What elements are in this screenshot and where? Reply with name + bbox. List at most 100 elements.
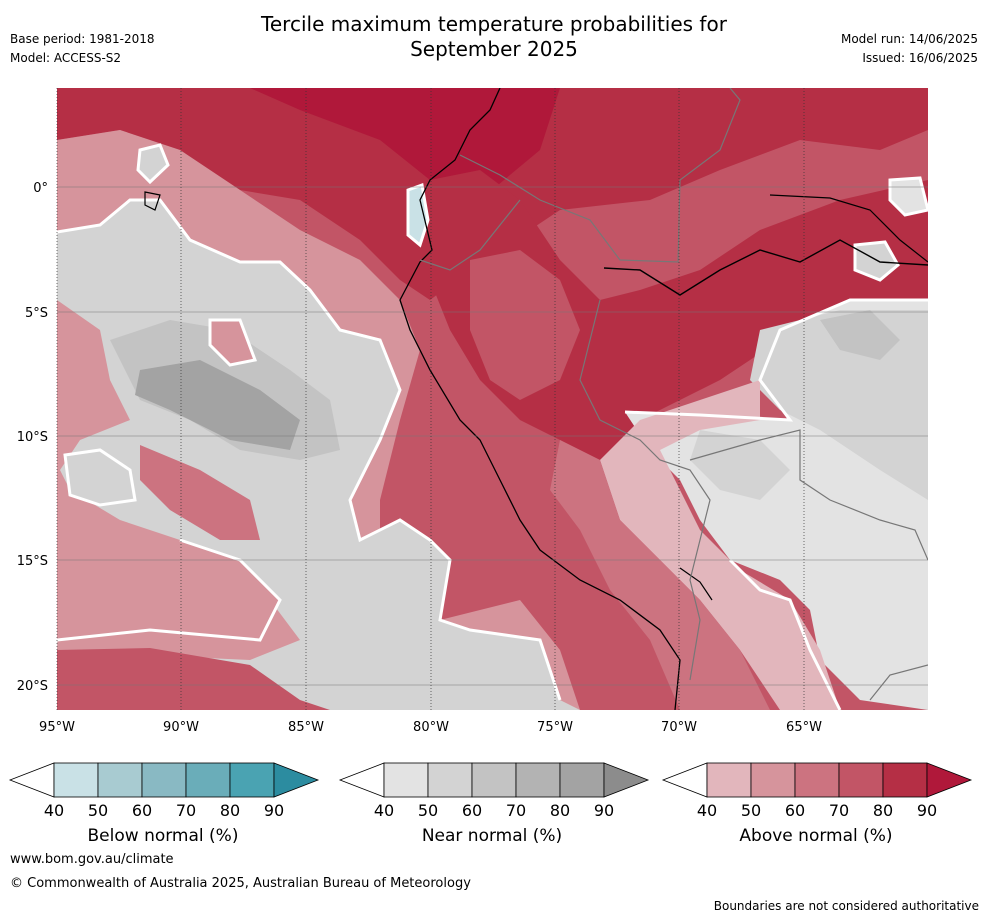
lake-titicaca [679, 567, 713, 601]
border-brazil-bolivia [689, 429, 928, 561]
colorbar-tick-label: 50 [741, 801, 761, 820]
colorbar-segment [229, 762, 275, 798]
colorbar-tick-label: 90 [917, 801, 937, 820]
colorbar-segment [794, 762, 840, 798]
lon-label: 70°W [661, 720, 697, 735]
map-field [57, 88, 928, 710]
colorbar-tick-label: 50 [418, 801, 438, 820]
colorbar-tick-label: 60 [132, 801, 152, 820]
axis-labels: 0° 5°S 10°S 15°S 20°S 95°W 90°W 85°W 80°W 75°W 70°… [17, 181, 822, 735]
lat-label: 0° [33, 181, 48, 196]
colorbar-segment [141, 762, 187, 798]
threshold-outline-southwest [57, 538, 282, 642]
lat-label: 5°S [25, 306, 48, 321]
colorbar-tick-label: 70 [176, 801, 196, 820]
colorbar-tick-label: 60 [785, 801, 805, 820]
colorbar-upper-extend [926, 762, 973, 798]
colorbar-segment [838, 762, 884, 798]
colorbar-tick-label: 80 [873, 801, 893, 820]
border-ecuador [419, 199, 521, 271]
colorbar-lower-extend [8, 762, 55, 798]
below-normal-coast [406, 182, 430, 248]
run-info: Model run: 14/06/2025 Issued: 16/06/2025 [841, 30, 978, 68]
lat-label: 15°S [17, 554, 48, 569]
colorbar-segment [427, 762, 473, 798]
colorbar-segment [471, 762, 517, 798]
amazon-river [603, 239, 928, 296]
colorbar-tick-label: 50 [88, 801, 108, 820]
colorbar-tick-label: 40 [44, 801, 64, 820]
above-50-island [208, 318, 258, 367]
lon-label: 80°W [413, 720, 449, 735]
model-run: Model run: 14/06/2025 [840, 32, 978, 46]
lon-label: 75°W [537, 720, 573, 735]
colorbar-segment [383, 762, 429, 798]
negro-river [769, 194, 928, 263]
map-title: Tercile maximum temperature probabilitie… [0, 12, 988, 62]
website-link[interactable]: www.bom.gov.au/climate [10, 852, 174, 867]
below-normal-label: Below normal (%) [87, 826, 239, 846]
colorbar-lower-extend [338, 762, 385, 798]
above-70-andes-patch [470, 250, 580, 400]
near-60-east [750, 310, 928, 500]
colorbar-tick-label: 70 [506, 801, 526, 820]
colorbar-tick-label: 80 [550, 801, 570, 820]
colorbar-segment [97, 762, 143, 798]
near-normal-island [63, 448, 137, 507]
colorbar-upper-extend [273, 762, 320, 798]
lon-label: 85°W [288, 720, 324, 735]
threshold-outline-east [624, 298, 928, 422]
colorbar-segment [53, 762, 99, 798]
border-paraguay [869, 664, 928, 701]
lon-label: 90°W [163, 720, 199, 735]
colorbar-tick-label: 90 [594, 801, 614, 820]
colorbar-tick-label: 40 [374, 801, 394, 820]
border-peru-bolivia [579, 299, 711, 681]
above-60-east [550, 440, 770, 710]
above-90-andes [430, 170, 928, 460]
lon-label: 95°W [39, 720, 75, 735]
title-line-2: September 2025 [410, 37, 578, 61]
boundary-disclaimer: Boundaries are not considered authoritat… [713, 899, 979, 913]
above-40-east [600, 380, 840, 710]
colorbar-segment [515, 762, 561, 798]
near-80-core [135, 360, 300, 450]
colorbar-tick-label: 40 [697, 801, 717, 820]
colorbars: 40 50 60 70 80 90 40 50 60 70 80 90 40 50 60 70 80 90 [8, 762, 973, 820]
colorbar-segment [185, 762, 231, 798]
issued-date: Issued: 16/06/2025 [862, 51, 978, 65]
near-60-east-2 [690, 430, 790, 500]
near-70-east [820, 310, 900, 360]
title-line-1: Tercile maximum temperature probabilitie… [261, 12, 727, 36]
above-70-southwest [57, 648, 330, 710]
near-normal-ne-2 [853, 240, 900, 282]
colorbar-tick-label: 60 [462, 801, 482, 820]
galapagos-near [136, 143, 170, 185]
lon-label: 65°W [786, 720, 822, 735]
colorbar-tick-label: 80 [220, 801, 240, 820]
colorbar-upper-extend [603, 762, 650, 798]
above-50-southwest [57, 590, 300, 660]
threshold-outline-southeast [728, 558, 842, 710]
colorbar-tick-label: 70 [829, 801, 849, 820]
near-normal-label: Near normal (%) [421, 826, 563, 846]
colorbar-segment [559, 762, 605, 798]
model-name: Model: ACCESS-S2 [10, 51, 122, 65]
colorbar-segment [750, 762, 796, 798]
threshold-outline-west [57, 198, 562, 701]
copyright-text: © Commonwealth of Australia 2025, Austra… [10, 876, 471, 891]
galapagos-outline [144, 191, 161, 211]
above-normal-label: Above normal (%) [739, 826, 893, 846]
base-info: Base period: 1981-2018 Model: ACCESS-S2 [10, 30, 155, 68]
colorbar-segment [706, 762, 752, 798]
colorbar-lower-extend [661, 762, 708, 798]
coastline [399, 88, 681, 710]
graticule [56, 88, 928, 710]
colorbar-segment [882, 762, 928, 798]
above-60-west-patch [140, 445, 260, 540]
colorbar-tick-label: 90 [264, 801, 284, 820]
border-colombia-peru [459, 88, 741, 263]
lat-label: 10°S [17, 430, 48, 445]
base-period: Base period: 1981-2018 [10, 32, 155, 46]
